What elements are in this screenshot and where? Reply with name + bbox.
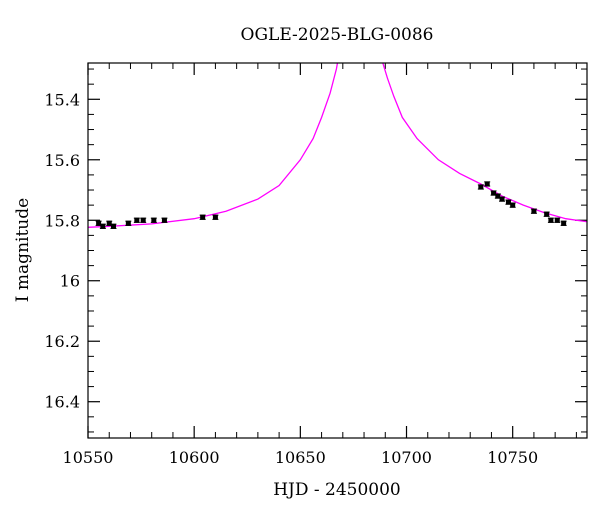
y-tick-label: 15.6	[44, 151, 80, 170]
axis-ticks: 10550 10600 10650 10700 10750 15.4 15.6 15.8 16 1…	[44, 63, 587, 467]
data-point	[200, 214, 206, 220]
y-tick-label: 16.4	[44, 393, 80, 412]
data-point	[510, 202, 516, 208]
data-point	[100, 223, 106, 229]
data-point	[505, 199, 511, 205]
data-point	[478, 184, 484, 190]
data-point	[212, 214, 218, 220]
x-tick-label: 10550	[63, 448, 114, 467]
data-point	[125, 220, 131, 226]
data-point	[161, 217, 167, 223]
x-axis-label: HJD - 2450000	[273, 480, 401, 500]
y-tick-label: 16.2	[44, 332, 80, 351]
x-tick-label: 10750	[487, 448, 538, 467]
data-point	[484, 181, 490, 187]
data-point	[106, 220, 112, 226]
data-point	[110, 223, 116, 229]
model-curve	[88, 63, 587, 228]
data-point	[544, 211, 550, 217]
chart-title: OGLE-2025-BLG-0086	[241, 25, 434, 45]
data-point	[134, 217, 140, 223]
y-tick-label: 15.4	[44, 90, 80, 109]
data-point	[96, 220, 102, 226]
x-tick-label: 10650	[275, 448, 326, 467]
y-tick-label: 15.8	[44, 211, 80, 230]
model-curve-layer	[88, 63, 587, 228]
plot-frame	[87, 62, 588, 439]
data-point	[499, 196, 505, 202]
data-point	[491, 190, 497, 196]
data-point	[495, 193, 501, 199]
y-axis-label: I magnitude	[13, 198, 33, 302]
x-tick-label: 10600	[169, 448, 220, 467]
x-tick-label: 10700	[381, 448, 432, 467]
data-point	[140, 217, 146, 223]
data-points-layer	[95, 181, 567, 229]
data-point	[151, 217, 157, 223]
data-point	[554, 217, 560, 223]
data-point	[548, 217, 554, 223]
y-tick-label: 16	[60, 272, 80, 291]
data-point	[561, 220, 567, 226]
data-point	[531, 208, 537, 214]
